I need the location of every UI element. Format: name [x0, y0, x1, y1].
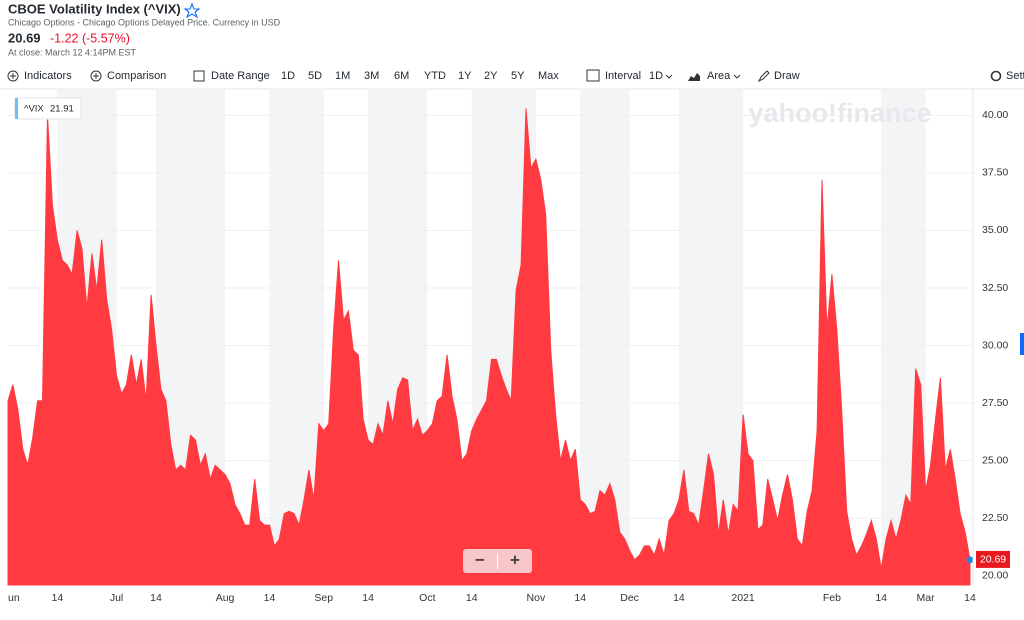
- subtitle: Chicago Options - Chicago Options Delaye…: [8, 17, 281, 27]
- range-button[interactable]: 3M: [364, 70, 379, 82]
- title: CBOE Volatility Index (^VIX): [8, 1, 181, 16]
- x-tick-label: 14: [466, 592, 478, 604]
- x-tick-label: 14: [264, 592, 276, 604]
- price-change: -1.22 (-5.57%): [50, 31, 130, 45]
- y-tick-label: 30.00: [982, 339, 1008, 351]
- chevron: [733, 74, 741, 79]
- y-tick-label: 25.00: [982, 454, 1008, 466]
- calendar-icon: [193, 70, 205, 82]
- price-area: [7, 108, 971, 586]
- chevron: [665, 74, 673, 79]
- zoom-in[interactable]: +: [510, 550, 520, 569]
- toolbar: Indicators Comparison Date Range 1D 5D 1M 3…: [7, 69, 1024, 83]
- y-tick-label: 37.50: [982, 167, 1008, 179]
- tooltip-value: 21.91: [50, 104, 74, 115]
- range-button[interactable]: YTD: [424, 70, 446, 82]
- x-tick-label: 14: [673, 592, 685, 604]
- interval-icon: [586, 69, 600, 82]
- range-button[interactable]: Max: [538, 70, 559, 82]
- range-button[interactable]: 1M: [335, 70, 350, 82]
- range-button[interactable]: 5Y: [511, 70, 525, 82]
- indicators-button[interactable]: Indicators: [24, 70, 72, 82]
- y-tick-label: 32.50: [982, 282, 1008, 294]
- range-button[interactable]: 1Y: [458, 70, 472, 82]
- close-time: At close: March 12 4:14PM EST: [8, 47, 137, 57]
- gear-icon: [990, 70, 1002, 82]
- x-tick-label: Feb: [823, 592, 841, 604]
- settings-button[interactable]: Sett: [1006, 70, 1024, 82]
- x-tick-label: 14: [964, 592, 976, 604]
- interval-value[interactable]: 1D: [649, 70, 663, 82]
- range-button[interactable]: 6M: [394, 70, 409, 82]
- chart-type-button[interactable]: Area: [707, 70, 731, 82]
- y-tick-label: 35.00: [982, 224, 1008, 236]
- icon: [10, 73, 16, 79]
- icon: [90, 70, 102, 82]
- x-tick-label: Sep: [314, 592, 333, 604]
- pencil-icon: [757, 70, 770, 83]
- range-button[interactable]: 1D: [281, 70, 295, 82]
- icon: [93, 73, 99, 79]
- side-tab[interactable]: [1020, 333, 1024, 355]
- last-price-label: 20.69: [980, 554, 1006, 566]
- zoom-out[interactable]: −: [475, 550, 485, 569]
- x-tick-label: Oct: [419, 592, 435, 604]
- x-tick-label: 2021: [731, 592, 755, 604]
- y-tick-label: 20.00: [982, 570, 1008, 582]
- date-range-button[interactable]: Date Range: [211, 70, 270, 82]
- x-tick-label: 14: [51, 592, 63, 604]
- last-price-box: [976, 550, 1010, 568]
- x-tick-label: 14: [875, 592, 887, 604]
- y-tick-label: 40.00: [982, 109, 1008, 121]
- comparison-button[interactable]: Comparison: [107, 70, 166, 82]
- tooltip-accent: [15, 98, 18, 119]
- x-tick-label: Mar: [917, 592, 936, 604]
- tooltip-symbol: ^VIX: [24, 104, 44, 115]
- star-icon[interactable]: [183, 2, 201, 19]
- draw-button[interactable]: Draw: [774, 70, 800, 82]
- range-button[interactable]: 5D: [308, 70, 322, 82]
- icon: [7, 70, 19, 82]
- y-tick-label: 27.50: [982, 397, 1008, 409]
- interval-button[interactable]: Interval: [605, 70, 641, 82]
- x-tick-label: Dec: [620, 592, 639, 604]
- area-icon: [688, 73, 700, 81]
- last-point: [966, 556, 974, 564]
- x-tick-label: 14: [150, 592, 162, 604]
- range-button[interactable]: 2Y: [484, 70, 498, 82]
- watermark: yahoo!finance: [748, 98, 931, 128]
- x-tick-label: Aug: [216, 592, 235, 604]
- x-tick-label: Nov: [527, 592, 546, 604]
- x-tick-label: 14: [362, 592, 374, 604]
- x-tick-label: 14: [574, 592, 586, 604]
- x-tick-label: un: [8, 592, 20, 604]
- y-tick-label: 22.50: [982, 512, 1008, 524]
- x-tick-label: Jul: [110, 592, 123, 604]
- price: 20.69: [8, 30, 41, 45]
